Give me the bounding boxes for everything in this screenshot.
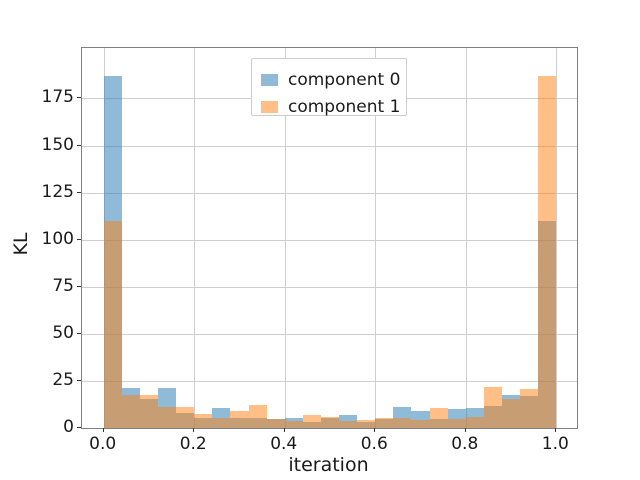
gridline-x-0.4 (284, 48, 286, 428)
x-tick-mark-0.8 (464, 428, 466, 432)
hist-bar-component-1-bin3 (158, 407, 177, 428)
hist-bar-component-1-bin22 (501, 399, 521, 428)
y-tick-label-125: 125 (41, 181, 74, 202)
hist-bar-component-1-bin14 (357, 420, 376, 428)
y-tick-mark-100 (77, 238, 81, 240)
y-tick-label-75: 75 (52, 275, 74, 296)
hist-bar-component-1-bin18 (429, 407, 448, 428)
hist-bar-component-1-bin10 (284, 421, 303, 428)
y-tick-label-100: 100 (41, 228, 74, 249)
hist-bar-component-1-bin6 (212, 418, 231, 428)
legend-label-component-1: component 1 (288, 96, 401, 117)
y-tick-mark-150 (77, 144, 81, 146)
x-tick-mark-0.6 (374, 428, 376, 432)
y-axis-label: KL (10, 232, 32, 256)
hist-bar-component-1-bin12 (320, 417, 340, 428)
hist-bar-component-1-bin9 (266, 419, 285, 428)
y-tick-label-175: 175 (41, 87, 74, 108)
hist-bar-component-1-bin5 (194, 413, 213, 428)
y-tick-label-50: 50 (52, 322, 74, 343)
legend-swatch-component-0 (261, 73, 278, 86)
x-tick-label-0.4: 0.4 (270, 434, 298, 454)
y-tick-mark-125 (77, 191, 81, 193)
x-tick-mark-0.4 (283, 428, 285, 432)
legend-item-component-0: component 0 (252, 66, 406, 93)
x-tick-label-0.0: 0.0 (89, 434, 117, 454)
gridline-y-125 (82, 192, 577, 194)
gridline-x-0.8 (465, 48, 467, 428)
hist-bar-component-1-bin19 (447, 419, 466, 428)
hist-bar-component-1-bin2 (139, 394, 158, 428)
hist-bar-component-1-bin11 (302, 414, 321, 428)
x-tick-mark-0.2 (193, 428, 195, 432)
gridline-y-50 (82, 333, 577, 335)
hist-bar-component-1-bin20 (465, 417, 484, 428)
hist-bar-component-1-bin23 (520, 389, 539, 428)
y-tick-mark-50 (77, 332, 81, 334)
x-tick-label-0.8: 0.8 (451, 434, 479, 454)
gridline-y-25 (82, 380, 577, 382)
y-tick-mark-175 (77, 97, 81, 99)
hist-bar-component-1-bin0 (103, 220, 122, 428)
y-tick-mark-0 (77, 426, 81, 428)
hist-bar-component-1-bin8 (248, 405, 267, 428)
hist-bar-component-1-bin24 (538, 75, 557, 428)
gridline-x-0.2 (194, 48, 196, 428)
legend-item-component-1: component 1 (252, 93, 406, 120)
legend: component 0 component 1 (251, 58, 407, 117)
y-tick-label-150: 150 (41, 134, 74, 155)
gridline-x-1 (556, 48, 558, 428)
hist-bar-component-1-bin15 (375, 418, 394, 428)
hist-bar-component-1-bin4 (176, 407, 195, 428)
y-tick-mark-25 (77, 379, 81, 381)
legend-label-component-0: component 0 (288, 69, 401, 90)
x-tick-label-0.2: 0.2 (179, 434, 207, 454)
hist-bar-component-1-bin13 (339, 421, 358, 428)
x-tick-mark-0.0 (102, 428, 104, 432)
hist-bar-component-1-bin16 (393, 418, 412, 428)
gridline-y-100 (82, 239, 577, 241)
gridline-y-150 (82, 145, 577, 147)
y-tick-mark-75 (77, 285, 81, 287)
y-tick-label-25: 25 (52, 369, 74, 390)
hist-bar-component-1-bin21 (483, 387, 502, 428)
gridline-x-0.6 (375, 48, 377, 428)
plot-area: component 0 component 1 (81, 47, 578, 429)
legend-swatch-component-1 (261, 100, 278, 113)
x-tick-mark-1.0 (555, 428, 557, 432)
x-tick-label-1.0: 1.0 (541, 434, 569, 454)
x-tick-label-0.6: 0.6 (360, 434, 388, 454)
hist-bar-component-1-bin1 (121, 394, 140, 428)
y-tick-label-0: 0 (63, 416, 74, 437)
hist-bar-component-1-bin7 (230, 410, 249, 428)
x-axis-label: iteration (288, 454, 369, 476)
hist-bar-component-1-bin17 (411, 420, 430, 428)
gridline-y-75 (82, 286, 577, 288)
